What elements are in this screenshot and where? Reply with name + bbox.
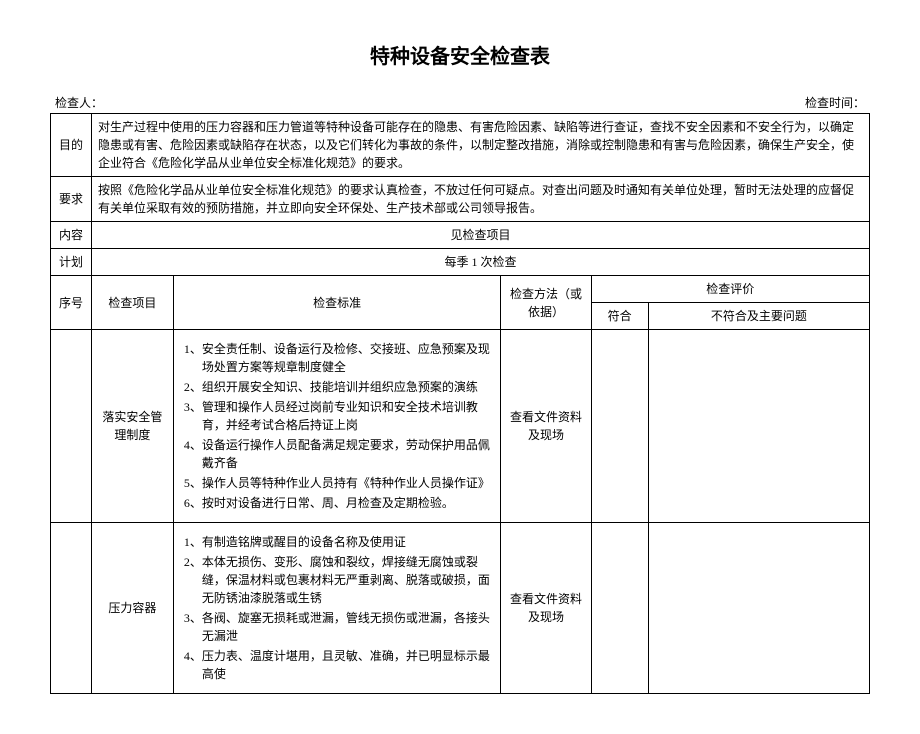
row-plan: 计划 每季 1 次检查 (51, 249, 870, 276)
name-2: 压力容器 (91, 523, 173, 694)
time-label: 检查时间： (805, 94, 865, 111)
nonconform-2 (648, 523, 869, 694)
plan-text: 每季 1 次检查 (91, 249, 869, 276)
std-2: 1、有制造铭牌或醒目的设备名称及使用证2、本体无损伤、变形、腐蚀和裂纹，焊接缝无… (173, 523, 501, 694)
requirement-text: 按照《危险化学品从业单位安全标准化规范》的要求认真检查，不放过任何可疑点。对查出… (91, 177, 869, 222)
requirement-label: 要求 (51, 177, 92, 222)
content-label: 内容 (51, 222, 92, 249)
inspector-label: 检查人： (55, 94, 103, 111)
conform-1 (591, 330, 648, 523)
conform-2 (591, 523, 648, 694)
h-conform: 符合 (591, 303, 648, 330)
h-standard: 检查标准 (173, 276, 501, 330)
h-method: 检查方法（或依据） (501, 276, 591, 330)
row-content: 内容 见检查项目 (51, 222, 870, 249)
item-row-1: 落实安全管理制度 1、安全责任制、设备运行及检修、交接班、应急预案及现场处置方案… (51, 330, 870, 523)
name-1: 落实安全管理制度 (91, 330, 173, 523)
purpose-text: 对生产过程中使用的压力容器和压力管道等特种设备可能存在的隐患、有害危险因素、缺陷… (91, 114, 869, 177)
inspection-table: 目的 对生产过程中使用的压力容器和压力管道等特种设备可能存在的隐患、有害危险因素… (50, 113, 870, 694)
plan-label: 计划 (51, 249, 92, 276)
nonconform-1 (648, 330, 869, 523)
row-requirement: 要求 按照《危险化学品从业单位安全标准化规范》的要求认真检查，不放过任何可疑点。… (51, 177, 870, 222)
h-eval: 检查评价 (591, 276, 869, 303)
h-item: 检查项目 (91, 276, 173, 330)
item-row-2: 压力容器 1、有制造铭牌或醒目的设备名称及使用证2、本体无损伤、变形、腐蚀和裂纹… (51, 523, 870, 694)
seq-1 (51, 330, 92, 523)
header-row-1: 序号 检查项目 检查标准 检查方法（或依据） 检查评价 (51, 276, 870, 303)
content-text: 见检查项目 (91, 222, 869, 249)
row-purpose: 目的 对生产过程中使用的压力容器和压力管道等特种设备可能存在的隐患、有害危险因素… (51, 114, 870, 177)
seq-2 (51, 523, 92, 694)
method-2: 查看文件资料及现场 (501, 523, 591, 694)
method-1: 查看文件资料及现场 (501, 330, 591, 523)
page-title: 特种设备安全检查表 (50, 40, 870, 69)
purpose-label: 目的 (51, 114, 92, 177)
h-nonconform: 不符合及主要问题 (648, 303, 869, 330)
h-seq: 序号 (51, 276, 92, 330)
info-row: 检查人： 检查时间： (50, 94, 870, 111)
std-1: 1、安全责任制、设备运行及检修、交接班、应急预案及现场处置方案等规章制度健全2、… (173, 330, 501, 523)
